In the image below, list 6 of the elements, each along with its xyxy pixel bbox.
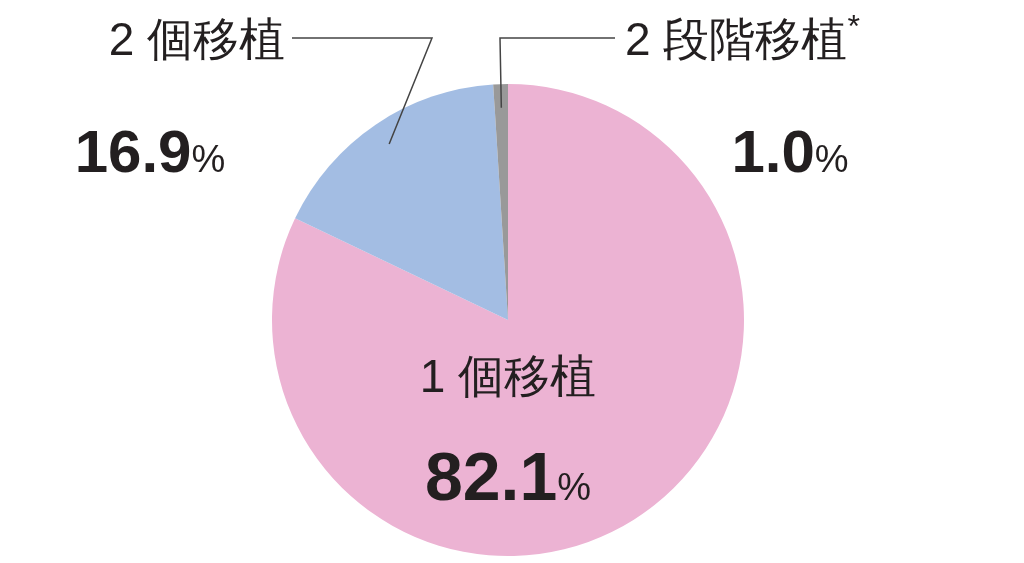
- slice-label: 2 段階移植$^{*}$: [625, 8, 861, 65]
- slice-label: 1 個移植: [419, 350, 597, 402]
- data-label: 1.0%: [731, 118, 849, 185]
- slice-label: 2 個移植: [108, 13, 285, 65]
- data-label: 16.9%: [74, 118, 226, 185]
- data-label: 82.1%: [424, 438, 592, 514]
